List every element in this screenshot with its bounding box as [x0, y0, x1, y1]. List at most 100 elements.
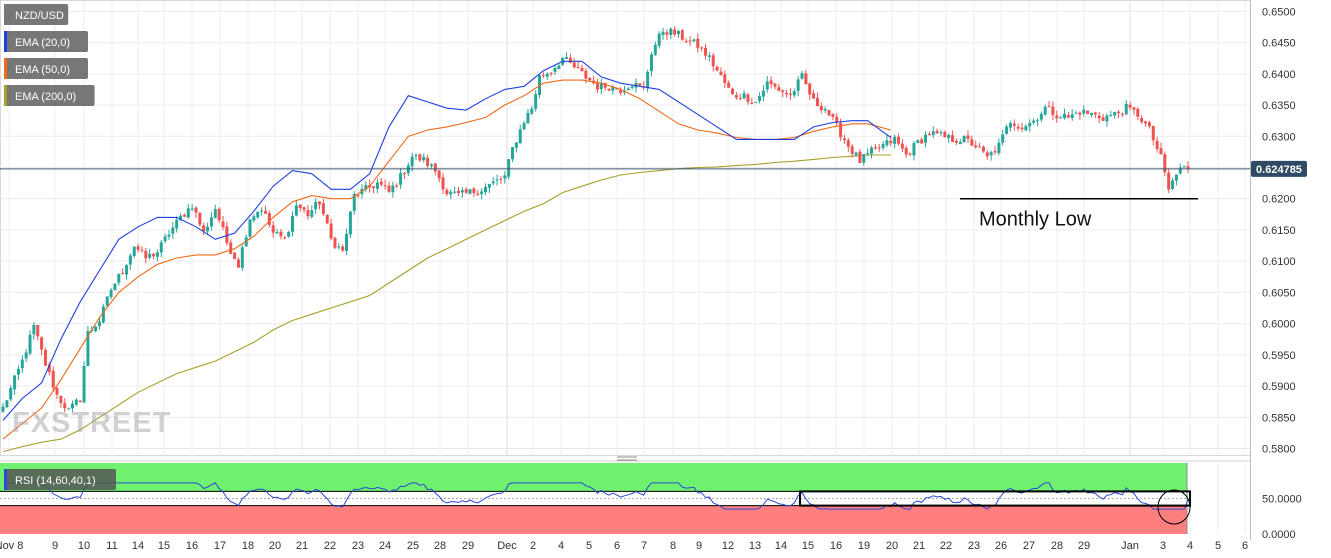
candle-body [140, 249, 144, 251]
candle-body [657, 33, 661, 46]
time-tick-label: 6 [1242, 540, 1248, 552]
candle-body [1128, 104, 1132, 108]
candle-body [526, 112, 530, 124]
candle-body [966, 135, 970, 139]
candle-body [916, 140, 920, 144]
candle-body [1105, 115, 1109, 122]
candle-body [97, 321, 101, 327]
candle-body [835, 116, 839, 123]
candle-body [476, 193, 480, 195]
candle-body [572, 62, 576, 68]
candle-body [495, 179, 499, 181]
candle-body [40, 337, 44, 350]
time-tick-label: 7 [641, 540, 647, 552]
candle-body [310, 210, 314, 217]
candle-body [375, 182, 379, 189]
candle-body [13, 375, 17, 390]
candle-body [676, 31, 680, 35]
candle-body [433, 163, 437, 172]
candle-body [939, 132, 943, 134]
candle-body [530, 108, 534, 114]
candle-body [1, 406, 5, 412]
candle-body [1016, 126, 1020, 129]
candle-body [997, 142, 1001, 153]
candle-body [152, 253, 156, 257]
candle-body [804, 73, 808, 85]
candle-body [796, 79, 800, 91]
candle-body [275, 232, 279, 234]
candle-body [881, 144, 885, 148]
candle-body [456, 190, 460, 194]
candles [1, 26, 1190, 414]
time-tick-label: Nov 8 [0, 540, 23, 552]
candle-body [167, 234, 171, 237]
candle-body [619, 90, 623, 93]
candle-body [422, 156, 426, 161]
time-tick-label: 22 [324, 540, 336, 552]
candle-body [171, 227, 175, 234]
candle-body [808, 83, 812, 95]
candle-body [1051, 106, 1055, 116]
rsi-highlight-box [799, 490, 1191, 507]
candle-body [897, 136, 901, 144]
candle-body [700, 47, 704, 49]
time-tick-label: 4 [1187, 540, 1193, 552]
candle-body [159, 242, 163, 253]
candle-body [128, 255, 132, 265]
time-tick-label: 20 [269, 540, 281, 552]
candle-body [1066, 115, 1070, 118]
ema-20-line [2, 60, 892, 421]
candle-body [441, 177, 445, 190]
candle-body [839, 122, 843, 138]
candle-body [565, 57, 569, 59]
candle-body [974, 145, 978, 148]
candle-body [391, 185, 395, 193]
candle-body [723, 74, 727, 83]
candle-body [329, 223, 333, 239]
candle-body [792, 91, 796, 96]
candle-body [144, 250, 148, 259]
price-tick-label: 0.6200 [1262, 194, 1296, 206]
candle-body [1028, 122, 1032, 127]
time-axis: Nov 89101114151617182021222324252829Dec2… [0, 540, 1248, 552]
candle-body [1043, 107, 1047, 115]
candle-body [402, 173, 406, 175]
candle-body [132, 246, 136, 256]
time-tick-label: Dec [497, 540, 517, 552]
candle-body [55, 388, 59, 395]
candle-body [862, 154, 866, 163]
candle-body [202, 225, 206, 232]
candle-body [684, 40, 688, 42]
candle-body [1182, 166, 1186, 168]
candle-body [534, 94, 538, 109]
candle-body [719, 71, 723, 75]
time-tick-label: 8 [670, 540, 676, 552]
candle-body [437, 170, 441, 179]
time-tick-label: 12 [722, 540, 734, 552]
candle-body [1155, 140, 1159, 149]
candle-body [800, 73, 804, 79]
candle-body [125, 265, 129, 275]
candle-body [287, 232, 291, 237]
candle-body [460, 190, 464, 193]
time-tick-label: 9 [52, 540, 58, 552]
candle-body [453, 191, 457, 193]
candle-body [445, 189, 449, 195]
candle-body [819, 105, 823, 111]
candle-body [812, 93, 816, 99]
candle-body [225, 226, 229, 244]
candle-body [213, 208, 217, 218]
candle-body [78, 400, 82, 402]
candle-body [661, 31, 665, 35]
candle-body [1047, 106, 1051, 108]
candle-body [217, 208, 221, 221]
candle-body [294, 205, 298, 216]
candle-body [1167, 172, 1171, 190]
candle-body [758, 95, 762, 101]
candle-body [877, 147, 881, 149]
time-tick-label: 4 [558, 540, 564, 552]
candle-body [507, 159, 511, 177]
candle-body [16, 368, 20, 375]
ema-50-line [2, 79, 891, 440]
